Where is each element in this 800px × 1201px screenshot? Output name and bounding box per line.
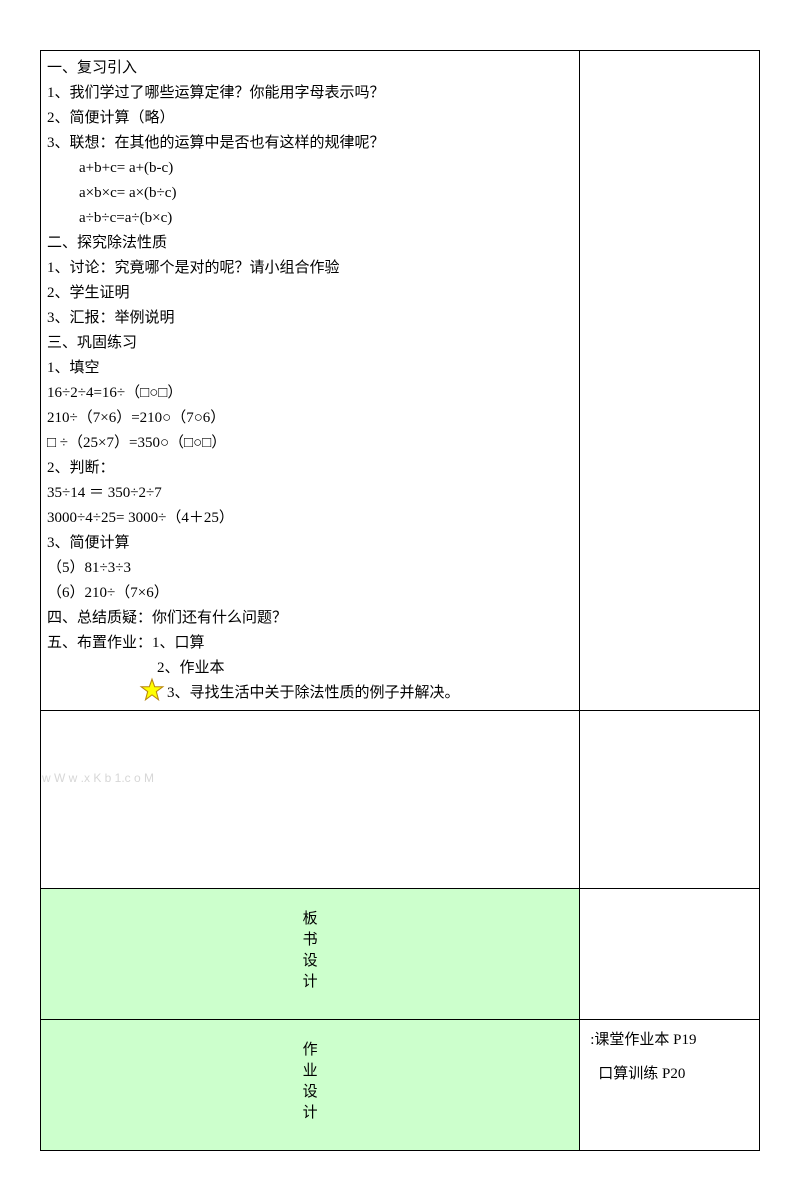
- star-icon: [139, 677, 165, 703]
- s2-l1: 1、讨论：究竟哪个是对的呢？请小组合作验: [47, 256, 573, 280]
- s5-l2: 2、作业本: [47, 656, 573, 680]
- s3-c2: （6）210÷（7×6）: [47, 581, 573, 605]
- hw-l2: 口算训练 P20: [590, 1062, 749, 1086]
- s3-l2: 2、判断：: [47, 456, 573, 480]
- section4-title: 四、总结质疑：你们还有什么问题？: [47, 606, 573, 630]
- s3-j2: 3000÷4÷25= 3000÷（4＋25）: [47, 506, 573, 530]
- homework-label-cell: 作业设计: [41, 1020, 580, 1151]
- s1-f3: a÷b÷c=a÷(b×c): [47, 206, 573, 230]
- s1-l2: 2、简便计算（略）: [47, 106, 573, 130]
- board-content-cell: [580, 889, 760, 1020]
- middle-cell: w W w .x K b 1.c o M: [41, 711, 580, 889]
- s3-l1: 1、填空: [47, 356, 573, 380]
- s5-l3: 3、寻找生活中关于除法性质的例子并解决。: [167, 685, 460, 701]
- homework-content-cell: :课堂作业本 P19 口算训练 P20: [580, 1020, 760, 1151]
- notes-cell-1: [580, 51, 760, 711]
- section3-title: 三、巩固练习: [47, 331, 573, 355]
- section5-title: 五、布置作业：1、口算: [47, 631, 573, 655]
- s2-l2: 2、学生证明: [47, 281, 573, 305]
- s5-l3-line: 3、寻找生活中关于除法性质的例子并解决。: [47, 681, 573, 705]
- section1-title: 一、复习引入: [47, 56, 573, 80]
- section2-title: 二、探究除法性质: [47, 231, 573, 255]
- notes-cell-2: [580, 711, 760, 889]
- s1-l3: 3、联想：在其他的运算中是否也有这样的规律呢？: [47, 131, 573, 155]
- s3-j1: 35÷14 ＝ 350÷2÷7: [47, 481, 573, 505]
- s1-f1: a+b+c= a+(b-c): [47, 156, 573, 180]
- s3-f1: 16÷2÷4=16÷（□○□）: [47, 381, 573, 405]
- homework-label: 作业设计: [303, 1040, 318, 1124]
- s2-l3: 3、汇报：举例说明: [47, 306, 573, 330]
- board-label: 板书设计: [303, 909, 318, 993]
- watermark-text: w W w .x K b 1.c o M: [42, 767, 578, 790]
- lesson-content-cell: 一、复习引入 1、我们学过了哪些运算定律？你能用字母表示吗？ 2、简便计算（略）…: [41, 51, 580, 711]
- s3-f3: □ ÷（25×7）=350○（□○□）: [47, 431, 573, 455]
- s3-f2: 210÷（7×6）=210○（7○6）: [47, 406, 573, 430]
- hw-l1: :课堂作业本 P19: [590, 1028, 749, 1052]
- s1-l1: 1、我们学过了哪些运算定律？你能用字母表示吗？: [47, 81, 573, 105]
- page: 一、复习引入 1、我们学过了哪些运算定律？你能用字母表示吗？ 2、简便计算（略）…: [0, 0, 800, 1201]
- s3-l3: 3、简便计算: [47, 531, 573, 555]
- main-table: 一、复习引入 1、我们学过了哪些运算定律？你能用字母表示吗？ 2、简便计算（略）…: [40, 50, 760, 1151]
- s3-c1: （5）81÷3÷3: [47, 556, 573, 580]
- board-label-cell: 板书设计: [41, 889, 580, 1020]
- s1-f2: a×b×c= a×(b÷c): [47, 181, 573, 205]
